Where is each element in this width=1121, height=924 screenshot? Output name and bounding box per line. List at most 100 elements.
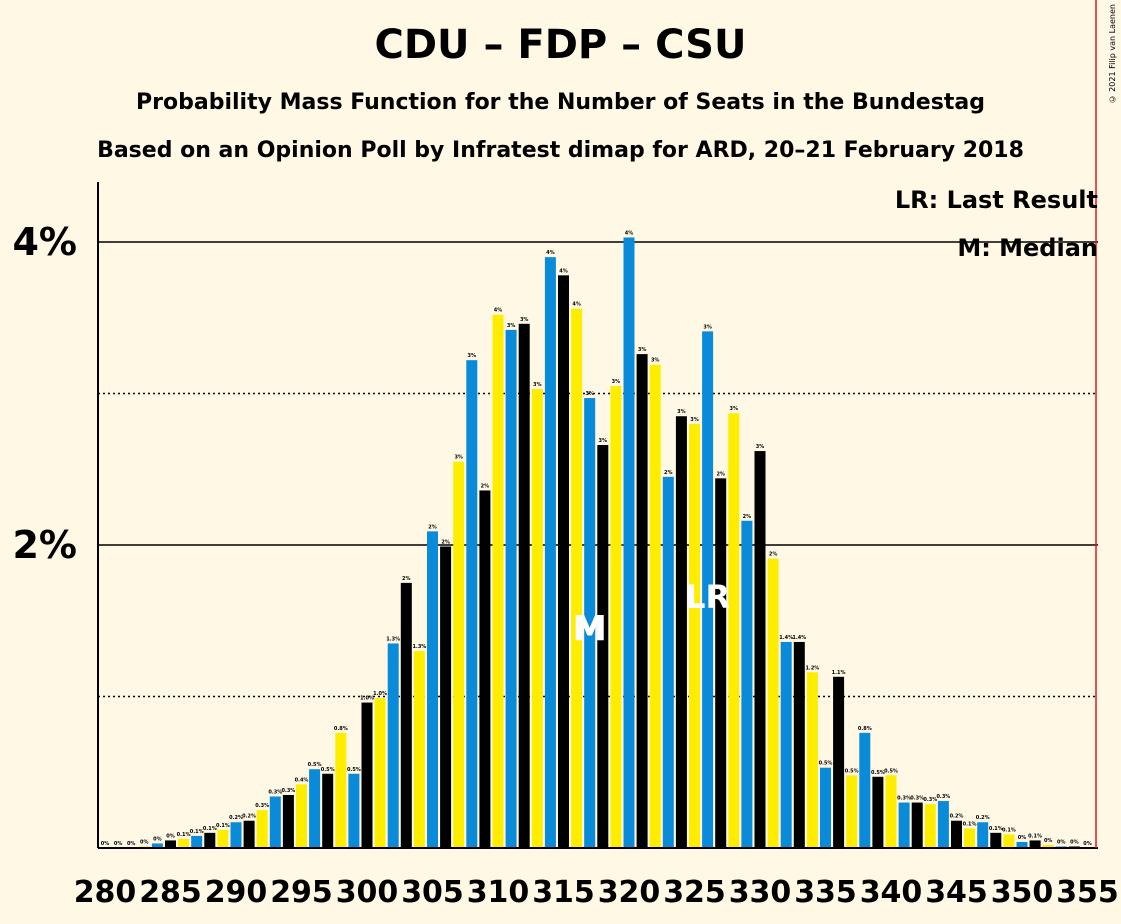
bar-value-label: 2% [743,514,752,520]
bar-seat-309 [479,490,491,848]
x-tick-label: 320 [598,875,661,910]
bar-seat-298 [335,732,347,848]
bar-value-label: 2% [769,552,778,558]
bar-value-label: 4% [559,268,568,274]
bar-value-label: 0.5% [347,767,361,773]
bar-value-label: 2% [428,524,437,530]
bar-seat-312 [518,323,530,848]
bar-seat-322 [649,364,661,848]
bar-value-label: 0.3% [255,803,269,809]
bar-seat-342 [911,802,923,848]
bar-seat-335 [820,767,831,848]
bar-seat-313 [531,388,543,848]
bar-seat-340 [885,775,897,848]
bar-seat-338 [859,732,871,848]
bar-seat-301 [374,698,386,848]
bar-seat-284 [151,843,163,848]
bar-seat-285 [165,840,176,848]
bar-seat-321 [636,354,648,848]
bar-value-label: 0.1% [203,826,217,832]
bar-value-label: 3% [507,323,516,329]
x-tick-label: 355 [1056,875,1119,910]
bar-seat-296 [309,769,321,848]
bar-value-label: 3% [690,417,699,423]
bar-value-label: 2% [664,470,673,476]
bar-seat-304 [413,651,425,848]
bar-seat-310 [492,314,504,849]
bar-value-label: 3% [520,317,529,323]
bar-value-label: 2% [481,483,490,489]
bar-seat-307 [453,461,465,848]
bar-seat-328 [728,413,740,848]
bar-value-label: 0.1% [190,829,204,835]
bar-value-label: 0.1% [177,832,191,838]
x-tick-label: 325 [663,875,726,910]
bar-value-label: 0.2% [950,814,964,820]
x-tick-label: 305 [401,875,464,910]
bar-value-label: 0.1% [1028,833,1042,839]
x-tick-label: 290 [205,875,268,910]
median-marker: M [573,609,607,649]
x-tick-label: 340 [860,875,923,910]
x-tick-label: 315 [532,875,595,910]
bar-value-label: 1.3% [412,644,426,650]
bar-seat-347 [977,822,989,848]
bar-seat-316 [571,308,583,848]
bar-value-label: 1.1% [832,670,846,676]
bar-seat-314 [544,257,556,848]
bar-value-label: 0.5% [871,770,885,776]
bar-value-label: 0.5% [308,762,322,768]
bar-value-label: 0% [1044,838,1053,844]
bar-seat-295 [296,784,307,848]
bar-value-label: 0.5% [819,761,833,767]
bar-seat-324 [675,416,687,848]
bar-value-label: 0.3% [281,788,295,794]
bar-seat-286 [178,838,190,848]
bar-seat-306 [440,546,452,848]
bar-seat-287 [191,835,203,848]
bar-value-label: 0% [101,841,110,847]
x-tick-label: 345 [925,875,988,910]
bar-value-label: 3% [651,358,660,364]
y-tick-label: 2% [12,523,77,567]
y-tick-label: 4% [12,220,77,264]
bar-value-label: 1.0% [373,691,387,697]
bar-value-label: 1.4% [792,635,806,641]
bar-seat-331 [767,558,779,848]
bar-value-label: 0.2% [229,815,243,821]
x-tick-label: 330 [729,875,792,910]
bar-seat-315 [558,275,569,849]
bar-seat-308 [466,360,478,848]
bar-seat-319 [610,385,622,848]
bar-value-label: 2% [716,471,725,477]
bar-value-label: 3% [756,444,765,450]
bar-seat-334 [806,672,818,848]
bar-value-label: 3% [454,455,463,461]
bar-value-label: 1.3% [386,636,400,642]
x-tick-label: 310 [467,875,530,910]
chart-subtitle: Probability Mass Function for the Number… [136,90,985,115]
bar-seat-294 [282,794,294,848]
bar-seat-320 [623,237,635,848]
bar-seat-348 [990,832,1002,848]
bar-seat-289 [217,829,229,848]
bar-value-label: 0% [114,841,123,847]
bar-value-label: 0.3% [936,794,950,800]
bar-seat-290 [230,822,242,848]
bar-value-label: 3% [599,438,608,444]
bar-value-label: 0.1% [989,826,1003,832]
bar-value-label: 1.0% [360,696,374,702]
bar-value-label: 0.4% [295,777,309,783]
bar-value-label: 3% [533,382,542,388]
bar-seat-351 [1029,840,1041,848]
bar-value-label: 3% [677,409,686,415]
x-tick-label: 285 [139,875,202,910]
bar-value-label: 0.1% [216,823,230,829]
x-tick-label: 300 [336,875,399,910]
bar-value-label: 0.5% [884,768,898,774]
bar-seat-303 [400,582,412,848]
bar-value-label: 0.3% [910,796,924,802]
bar-value-label: 3% [638,347,647,353]
bar-value-label: 0% [1083,841,1092,847]
x-tick-label: 295 [270,875,333,910]
